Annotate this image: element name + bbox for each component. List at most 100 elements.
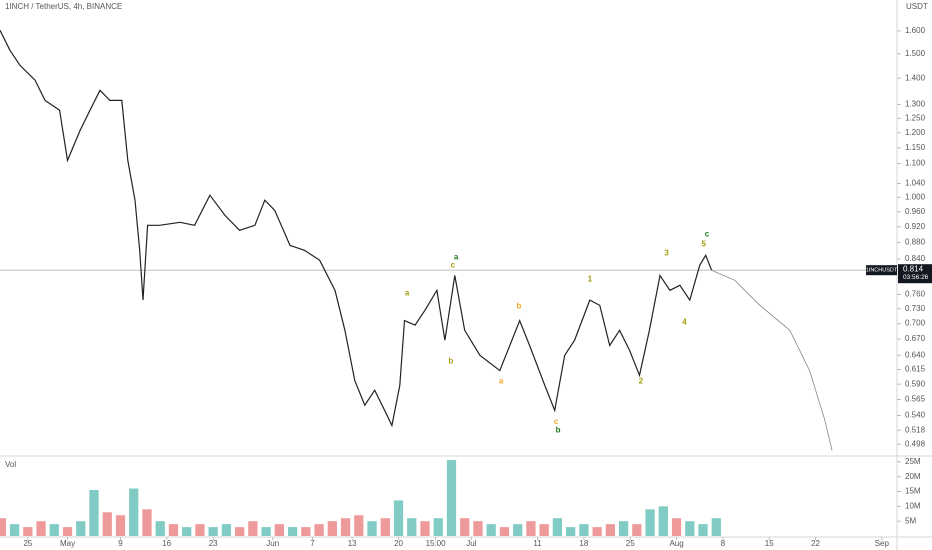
y-tick-label: 25M <box>905 457 921 466</box>
volume-bar <box>539 524 549 536</box>
volume-bar <box>566 527 576 536</box>
y-tick-label: 1.040 <box>905 179 926 188</box>
volume-bar <box>473 521 483 536</box>
wave-label: c <box>705 229 710 238</box>
volume-bar <box>618 521 629 536</box>
volume-bar <box>62 527 73 536</box>
axis-unit: USDT <box>906 2 928 11</box>
volume-bar <box>592 527 602 536</box>
volume-bar <box>182 527 192 536</box>
x-tick-label: 11 <box>533 539 542 548</box>
x-tick-label: 7 <box>310 539 315 548</box>
volume-bar <box>261 527 271 536</box>
wave-label: b <box>448 357 453 366</box>
volume-bar <box>433 518 443 536</box>
x-tick-label: Jun <box>266 539 279 548</box>
volume-bar <box>248 521 258 536</box>
wave-label: b <box>556 425 561 434</box>
x-tick-label: 25 <box>626 539 635 548</box>
symbol-box <box>866 265 897 276</box>
y-tick-label: 1.250 <box>905 113 926 122</box>
y-tick-label: 0.540 <box>905 411 926 420</box>
volume-bar <box>380 518 390 536</box>
volume-bar <box>605 524 615 536</box>
volume-bar <box>367 521 377 536</box>
volume-bar <box>486 524 496 536</box>
last-price-label: 0.814 <box>903 264 924 273</box>
y-tick-label: 0.880 <box>905 238 926 247</box>
volume-bar <box>23 527 33 536</box>
y-tick-label: 1.200 <box>905 128 926 137</box>
volume-bar <box>129 488 139 536</box>
volume-bar <box>632 524 642 536</box>
wave-label: 2 <box>639 376 644 385</box>
wave-label: 5 <box>701 239 706 248</box>
y-tick-label: 0.640 <box>905 350 926 359</box>
y-tick-label: 1.600 <box>905 26 926 35</box>
y-tick-label: 0.700 <box>905 319 926 328</box>
wave-label: 3 <box>664 248 669 257</box>
volume-bar <box>420 521 430 536</box>
volume-bar <box>314 524 324 536</box>
x-tick-label: Jul <box>466 539 476 548</box>
volume-bar <box>115 515 126 536</box>
y-tick-label: 0.590 <box>905 379 926 388</box>
volume-bar <box>671 518 682 536</box>
volume-bar <box>658 506 668 536</box>
y-tick-label: 1.300 <box>905 100 926 109</box>
volume-bar <box>645 509 655 536</box>
volume-bar <box>698 524 708 536</box>
volume-bar <box>9 524 20 536</box>
volume-bar <box>340 518 351 536</box>
volume-bar <box>579 524 589 536</box>
y-tick-label: 0.730 <box>905 304 926 313</box>
x-tick-label: 16 <box>162 539 171 548</box>
y-tick-label: 0.670 <box>905 334 926 343</box>
x-tick-label: 15 <box>765 539 774 548</box>
y-tick-label: 0.960 <box>905 207 926 216</box>
y-tick-label: 15M <box>905 487 921 496</box>
volume-bar <box>526 521 536 536</box>
y-tick-label: 0.760 <box>905 290 926 299</box>
volume-bar <box>0 518 6 536</box>
volume-bar <box>460 518 470 536</box>
wave-label: a <box>405 289 410 298</box>
price-box <box>898 264 932 284</box>
volume-title: Vol <box>5 460 16 469</box>
y-tick-label: 1.150 <box>905 143 926 152</box>
x-tick-label: May <box>60 539 75 548</box>
volume-bar <box>155 521 165 536</box>
volume-bar <box>327 521 337 536</box>
y-tick-label: 0.615 <box>905 365 926 374</box>
volume-bar <box>685 521 695 536</box>
symbol-label: 1INCHUSDT <box>866 268 898 274</box>
x-tick-label: 18 <box>579 539 588 548</box>
volume-bar <box>513 524 523 536</box>
volume-bar <box>208 527 218 536</box>
volume-bar <box>142 509 152 536</box>
x-tick-label: 23 <box>209 539 218 548</box>
y-tick-label: 0.920 <box>905 222 926 231</box>
y-tick-label: 0.518 <box>905 425 926 434</box>
y-tick-label: 0.840 <box>905 254 926 263</box>
volume-bar <box>36 521 46 536</box>
y-tick-label: 20M <box>905 472 921 481</box>
volume-bar <box>287 527 298 536</box>
volume-bar <box>195 524 205 536</box>
x-tick-label: 8 <box>721 539 726 548</box>
volume-bar <box>274 524 284 536</box>
price-line <box>711 269 833 451</box>
volume-bar <box>354 515 364 536</box>
wave-label: 1 <box>588 275 593 284</box>
x-tick-label: 20 <box>394 539 403 548</box>
y-tick-label: 1.400 <box>905 73 926 82</box>
volume-bar <box>499 527 510 536</box>
x-tick-label: 22 <box>811 539 820 548</box>
volume-bar <box>711 518 721 536</box>
x-tick-label: Aug <box>669 539 683 548</box>
wave-label: b <box>517 301 522 310</box>
volume-bar <box>89 490 99 536</box>
countdown-label: 03:56:26 <box>903 274 929 281</box>
